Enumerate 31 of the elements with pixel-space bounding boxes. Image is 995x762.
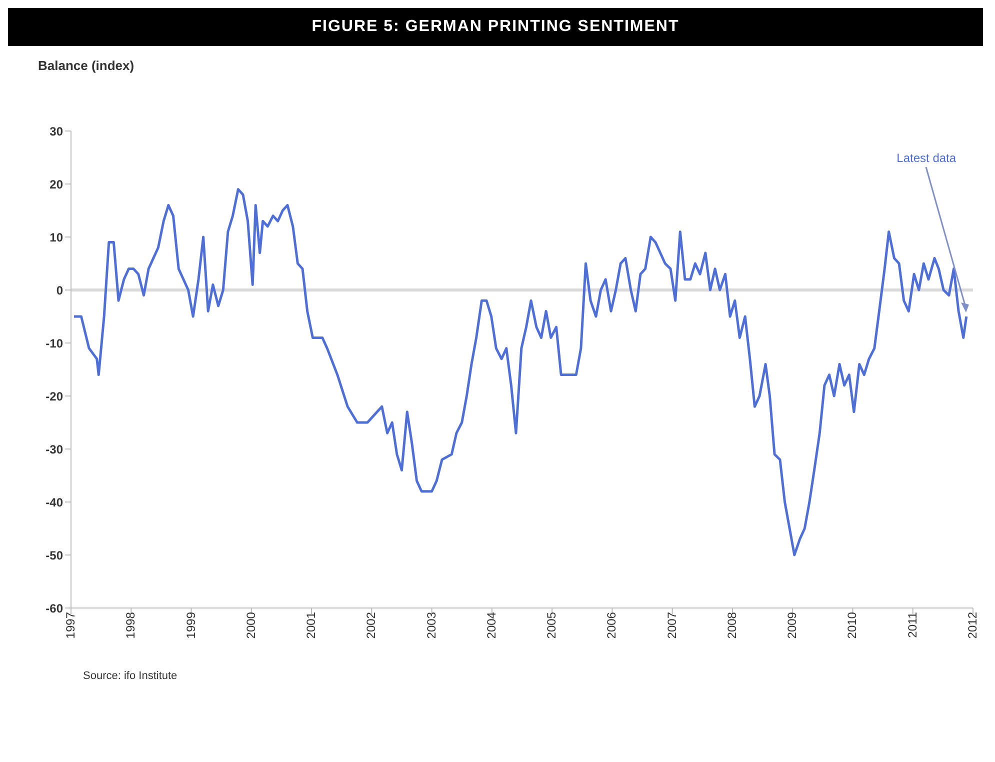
y-axis-title: Balance (index) [38,58,134,73]
x-tick-label: 2005 [544,612,559,639]
line-series [72,188,968,556]
x-tick-label: 2011 [905,612,920,638]
y-tick-label: 20 [50,177,64,192]
y-tick-label: -50 [46,548,64,562]
y-tick-label: -20 [46,389,64,404]
x-tick-label: 2004 [484,612,498,639]
x-tick-label: 2006 [604,612,619,639]
x-tick-label: 2002 [364,612,378,639]
x-tick-label: 1999 [184,612,198,639]
source-note: Source: ifo Institute [83,670,178,682]
y-tick-label: -30 [46,442,64,456]
chart-title: FIGURE 5: GERMAN PRINTING SENTIMENT [8,8,983,46]
x-tick-label: 2001 [304,612,318,639]
x-tick-label: 2000 [244,612,258,639]
y-tick-label: 0 [56,283,64,298]
x-tick-label: 2007 [664,612,679,639]
x-tick-label: 1998 [124,612,138,639]
annotation: Latest data [896,151,958,165]
y-tick-label: -60 [46,601,64,616]
y-tick-label: 30 [50,124,64,138]
x-tick-label: 2010 [845,612,860,639]
y-tick-label: -10 [46,336,64,350]
x-tick-label: 2003 [424,612,438,639]
y-tick-label: -40 [46,495,64,510]
x-tick-label: 2008 [724,612,739,639]
x-tick-label: 1997 [64,612,78,639]
x-tick-label: 2012 [966,612,980,639]
y-tick-label: 10 [50,230,64,244]
x-tick-label: 2009 [785,612,800,639]
